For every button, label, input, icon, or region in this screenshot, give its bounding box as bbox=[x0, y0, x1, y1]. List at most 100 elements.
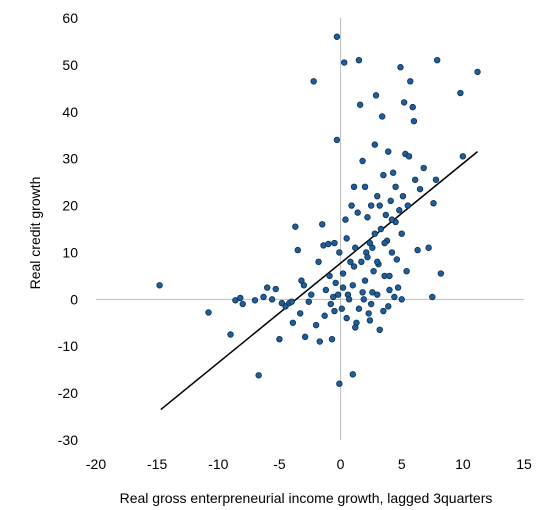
data-point bbox=[364, 214, 371, 221]
data-point bbox=[319, 221, 326, 228]
data-point bbox=[416, 185, 424, 193]
data-point bbox=[376, 326, 383, 334]
data-point bbox=[374, 258, 381, 266]
data-point bbox=[338, 305, 345, 312]
data-point bbox=[396, 207, 403, 214]
data-point bbox=[327, 300, 334, 308]
data-point bbox=[316, 338, 323, 345]
data-point bbox=[349, 282, 356, 289]
data-point bbox=[341, 59, 348, 66]
data-point bbox=[288, 298, 295, 305]
data-point bbox=[300, 282, 308, 289]
data-point bbox=[366, 317, 374, 324]
data-point bbox=[380, 307, 387, 315]
data-point bbox=[326, 272, 333, 280]
data-point bbox=[374, 192, 381, 200]
data-point bbox=[403, 268, 410, 275]
data-point bbox=[410, 117, 418, 125]
data-point bbox=[260, 293, 267, 301]
x-tick-label: -20 bbox=[86, 456, 106, 472]
trendline bbox=[160, 151, 479, 411]
data-point bbox=[264, 284, 271, 291]
data-point bbox=[349, 371, 356, 378]
data-point bbox=[297, 310, 304, 317]
data-point bbox=[305, 298, 312, 305]
data-point bbox=[388, 216, 396, 223]
y-axis-title: Real credit growth bbox=[27, 177, 43, 290]
data-point bbox=[328, 335, 336, 343]
data-point bbox=[382, 211, 390, 219]
data-point bbox=[398, 296, 405, 303]
data-point bbox=[336, 380, 343, 387]
data-point bbox=[457, 89, 464, 97]
data-points bbox=[156, 33, 481, 387]
data-point bbox=[339, 284, 347, 291]
data-point bbox=[255, 372, 262, 379]
data-point bbox=[333, 136, 341, 144]
data-point bbox=[387, 197, 394, 205]
data-point bbox=[432, 176, 440, 183]
data-point bbox=[359, 157, 366, 165]
y-tick-label: 40 bbox=[62, 104, 78, 120]
data-point bbox=[393, 256, 401, 263]
data-point bbox=[425, 244, 432, 251]
data-point bbox=[407, 78, 414, 85]
data-point bbox=[352, 244, 359, 251]
data-point bbox=[321, 312, 328, 319]
data-point bbox=[350, 183, 358, 190]
data-point bbox=[336, 249, 343, 256]
data-point bbox=[374, 291, 381, 298]
data-point bbox=[392, 183, 399, 190]
data-point bbox=[339, 270, 347, 277]
data-point bbox=[377, 225, 385, 233]
data-point bbox=[325, 240, 332, 248]
data-point bbox=[388, 249, 396, 256]
data-point bbox=[348, 202, 355, 209]
data-point bbox=[315, 258, 322, 266]
data-point bbox=[355, 305, 363, 312]
x-tick-label: 0 bbox=[337, 456, 345, 472]
data-point bbox=[343, 314, 350, 322]
x-axis-title: Real gross enterpreneurial income growth… bbox=[120, 490, 493, 506]
data-point bbox=[334, 291, 342, 298]
data-point bbox=[411, 176, 419, 183]
data-point bbox=[356, 101, 364, 108]
data-point bbox=[367, 202, 375, 209]
data-point bbox=[251, 297, 259, 304]
data-point bbox=[378, 113, 386, 120]
data-point bbox=[156, 282, 163, 289]
data-point bbox=[361, 183, 369, 190]
data-point bbox=[394, 284, 402, 291]
data-point bbox=[372, 92, 380, 99]
data-point bbox=[430, 200, 437, 207]
data-point bbox=[365, 310, 372, 317]
data-point bbox=[355, 57, 363, 64]
data-point bbox=[404, 202, 412, 209]
y-tick-label: 20 bbox=[62, 198, 78, 214]
data-point bbox=[474, 68, 481, 76]
data-point bbox=[359, 289, 366, 296]
data-point bbox=[420, 164, 427, 172]
data-point bbox=[433, 57, 441, 64]
data-point bbox=[294, 246, 301, 254]
data-point bbox=[289, 319, 297, 326]
data-point bbox=[308, 291, 315, 298]
axes bbox=[96, 18, 524, 440]
data-point bbox=[350, 263, 358, 270]
y-tick-label: 60 bbox=[62, 10, 78, 26]
data-point bbox=[371, 141, 379, 148]
data-point bbox=[342, 216, 349, 223]
y-tick-label: 10 bbox=[62, 244, 78, 260]
data-point bbox=[369, 244, 376, 251]
data-point bbox=[386, 286, 393, 294]
data-point bbox=[429, 293, 436, 301]
data-point bbox=[272, 285, 279, 293]
y-tick-label: -10 bbox=[58, 338, 78, 354]
data-point bbox=[345, 296, 353, 303]
data-point bbox=[370, 268, 377, 275]
data-point bbox=[276, 335, 283, 343]
data-point bbox=[347, 258, 354, 266]
data-point bbox=[371, 230, 379, 237]
data-point bbox=[389, 169, 397, 176]
data-point bbox=[386, 272, 393, 280]
